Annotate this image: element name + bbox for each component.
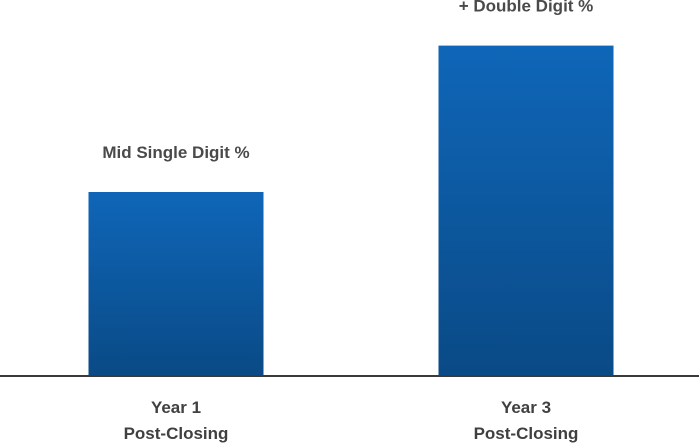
bar-data-label-1: Mid Single Digit % xyxy=(102,143,249,162)
x-tick-label-2-line-2: Post-Closing xyxy=(474,424,579,443)
x-tick-label-1-line-1: Year 1 xyxy=(151,398,201,417)
bar-2 xyxy=(438,45,614,375)
bar-1 xyxy=(88,192,264,375)
x-tick-label-1-line-2: Post-Closing xyxy=(124,424,229,443)
x-tick-label-2-line-1: Year 3 xyxy=(501,398,551,417)
bar-data-label-2: + Double Digit % xyxy=(459,0,594,16)
